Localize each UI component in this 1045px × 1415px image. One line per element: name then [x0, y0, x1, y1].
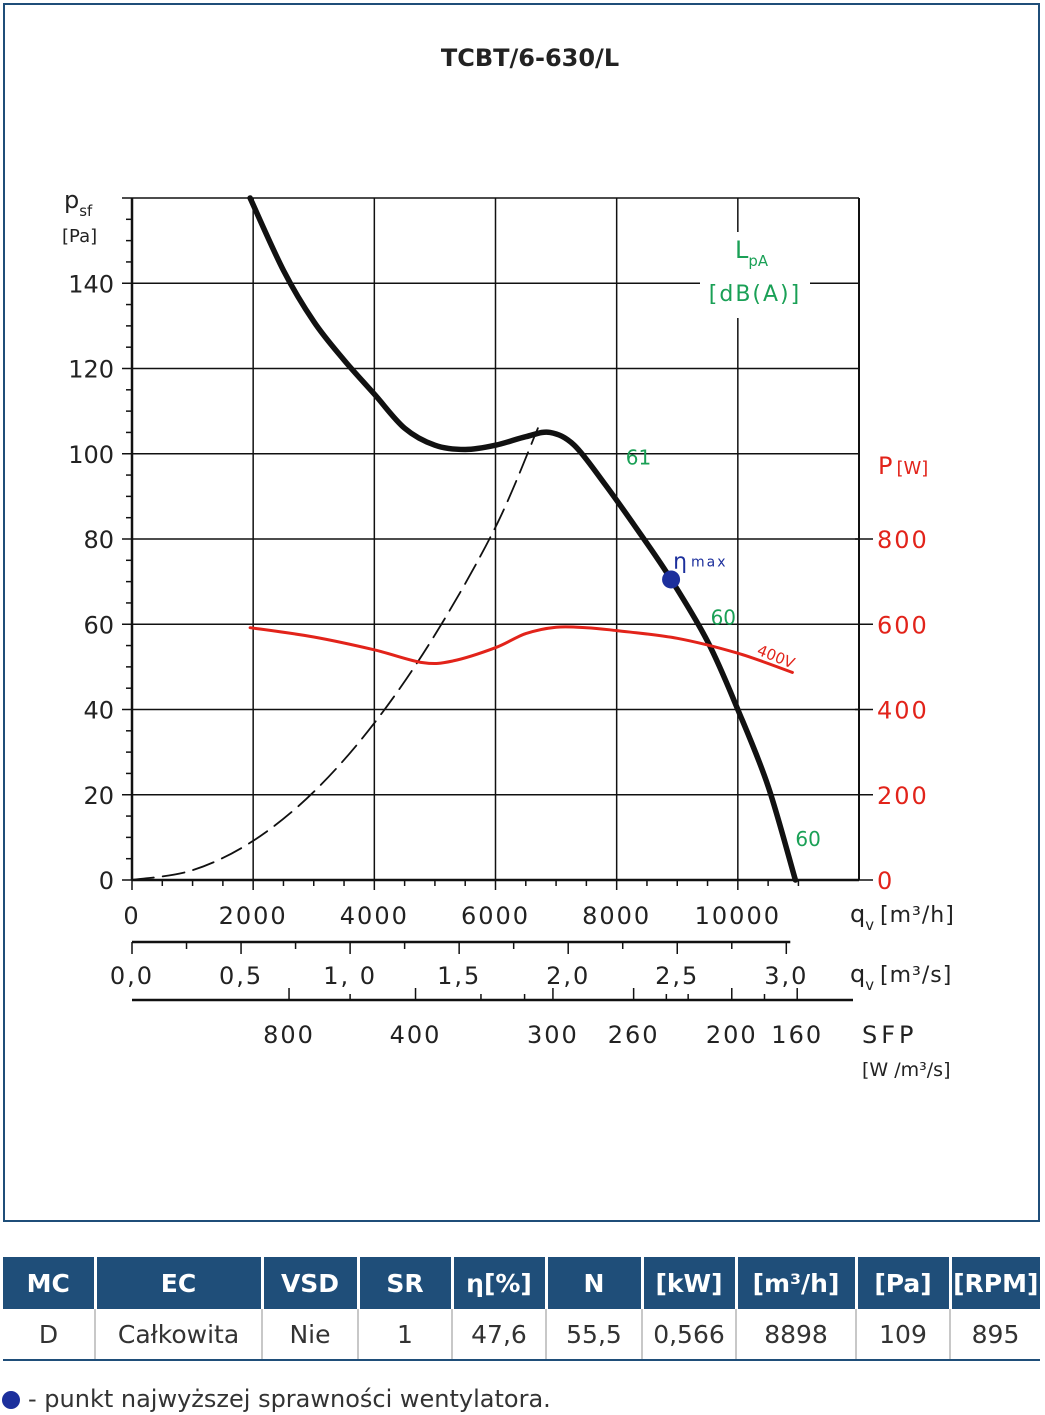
eta-max-label: η max: [673, 549, 727, 574]
y-axis-label: psf: [64, 186, 93, 220]
y-tick-label: 60: [83, 611, 114, 639]
lpa-unit: [dB(A)]: [709, 282, 801, 307]
x2-tick-label: 2,5: [655, 962, 699, 990]
x-tick-label: 4000: [340, 902, 409, 930]
x2-tick-label: 0,5: [219, 962, 263, 990]
cell-power: 0,566: [642, 1309, 737, 1361]
table-row: D Całkowita Nie 1 47,6 55,5 0,566 8898 1…: [3, 1309, 1040, 1361]
header-vsd: VSD: [262, 1257, 360, 1309]
y2-tick-label: 200: [877, 782, 929, 810]
y-tick-label: 120: [68, 356, 114, 384]
cell-n: 55,5: [546, 1309, 643, 1361]
system-curve-dashed: [131, 427, 539, 881]
lpa-label-background: [700, 232, 810, 318]
header-sr: SR: [358, 1257, 454, 1309]
y-tick-label: 0: [99, 867, 114, 895]
lpa-value-label: 60: [711, 605, 736, 629]
y-tick-label: 140: [68, 270, 114, 298]
sfp-tick-label: 300: [527, 1021, 579, 1049]
sfp-tick-label: 400: [390, 1021, 442, 1049]
y2-tick-label: 400: [877, 697, 929, 725]
x-tick-label: 0: [123, 902, 140, 930]
sfp-tick-label: 160: [771, 1021, 823, 1049]
sfp-tick-label: 200: [706, 1021, 758, 1049]
cell-mc: D: [3, 1309, 96, 1361]
legend-note: - punkt najwyższej sprawności wentylator…: [2, 1385, 551, 1413]
x-tick-label: 8000: [582, 902, 651, 930]
cell-flow: 8898: [736, 1309, 857, 1361]
x-tick-label: 6000: [461, 902, 530, 930]
header-rpm: [RPM]: [950, 1257, 1040, 1309]
x2-axis-label: qv: [850, 960, 874, 994]
y-tick-label: 40: [83, 697, 114, 725]
y-tick-label: 20: [83, 782, 114, 810]
power-curve-400v: [248, 625, 794, 674]
header-power: [kW]: [642, 1257, 738, 1309]
y2-tick-label: 600: [877, 611, 929, 639]
y2-tick-label: 800: [877, 526, 929, 554]
x2-tick-label: 0,0: [110, 962, 154, 990]
x2-tick-label: 1,5: [437, 962, 481, 990]
x2-axis-unit: [m³/s]: [880, 963, 952, 988]
lpa-value-label: 60: [795, 827, 820, 851]
cell-ec: Całkowita: [95, 1309, 263, 1361]
cell-rpm: 895: [950, 1309, 1040, 1361]
chart-title: TCBT/6-630/L: [441, 44, 619, 72]
x-axis-unit: [m³/h]: [880, 903, 955, 928]
header-ec: EC: [95, 1257, 264, 1309]
y2-axis-label: P [W]: [878, 452, 928, 480]
lpa-value-label: 61: [626, 445, 651, 469]
cell-pressure: 109: [856, 1309, 951, 1361]
cell-vsd: Nie: [262, 1309, 359, 1361]
header-pressure: [Pa]: [856, 1257, 952, 1309]
x-axis-label: qv: [850, 900, 874, 934]
sfp-tick-label: 260: [608, 1021, 660, 1049]
x2-tick-label: 2,0: [546, 962, 590, 990]
eta-max-marker-icon: [2, 1391, 20, 1409]
eta-max-point: [662, 570, 681, 589]
y2-tick-label: 0: [877, 867, 894, 895]
lpa-label: LpA: [735, 236, 769, 270]
x-tick-label: 2000: [219, 902, 288, 930]
header-efficiency: η[%]: [452, 1257, 548, 1309]
chart-frame: [3, 3, 1040, 1222]
cell-efficiency: 47,6: [452, 1309, 547, 1361]
header-flow: [m³/h]: [736, 1257, 858, 1309]
x-tick-label: 10000: [695, 902, 781, 930]
sfp-tick-label: 800: [263, 1021, 315, 1049]
sfp-axis-label: SFP: [862, 1021, 918, 1049]
cell-sr: 1: [358, 1309, 453, 1361]
fan-parameters-table: MC EC VSD SR η[%] N [kW] [m³/h] [Pa] [RP…: [3, 1257, 1040, 1361]
y-tick-label: 80: [83, 526, 114, 554]
header-mc: MC: [3, 1257, 97, 1309]
x2-tick-label: 1, 0: [323, 962, 377, 990]
sfp-axis-unit: [W /m³/s]: [862, 1059, 950, 1081]
table-header-row: MC EC VSD SR η[%] N [kW] [m³/h] [Pa] [RP…: [3, 1257, 1040, 1309]
y-tick-label: 100: [68, 441, 114, 469]
header-n: N: [546, 1257, 644, 1309]
legend-text: - punkt najwyższej sprawności wentylator…: [28, 1385, 551, 1413]
pressure-curve: [247, 195, 799, 883]
y-axis-unit: [Pa]: [62, 226, 97, 247]
x2-tick-label: 3,0: [764, 962, 808, 990]
fan-performance-chart: TCBT/6-630/L 0 20 40 60 80 100 120 140 psf [Pa] 0 20…: [62, 44, 955, 1081]
